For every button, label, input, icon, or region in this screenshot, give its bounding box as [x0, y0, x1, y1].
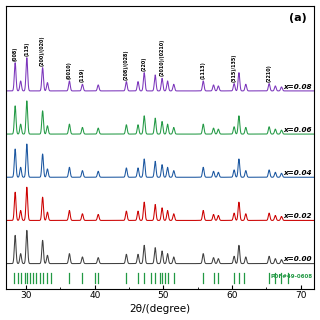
Text: x=0.04: x=0.04 — [283, 170, 312, 176]
Text: (208)/(028): (208)/(028) — [124, 49, 129, 80]
Text: (2010)/(0210): (2010)/(0210) — [160, 39, 164, 76]
Text: PDF#49-0608: PDF#49-0608 — [270, 274, 312, 279]
Text: (1113): (1113) — [201, 61, 206, 79]
Text: (2210): (2210) — [267, 64, 272, 82]
Text: x=0.06: x=0.06 — [283, 127, 312, 133]
Text: x=0.02: x=0.02 — [283, 213, 312, 219]
Text: (a): (a) — [289, 12, 307, 23]
Text: x=0.08: x=0.08 — [283, 84, 312, 90]
Text: (008): (008) — [13, 46, 18, 61]
Text: (119): (119) — [80, 68, 85, 82]
Text: (0010): (0010) — [67, 61, 72, 79]
Text: (115): (115) — [24, 41, 29, 56]
Text: (220): (220) — [142, 56, 147, 71]
X-axis label: 2θ/(degree): 2θ/(degree) — [129, 304, 191, 315]
Text: x=0.00: x=0.00 — [283, 256, 312, 262]
Text: (315)/135): (315)/135) — [232, 53, 236, 82]
Text: (200)/(020): (200)/(020) — [40, 35, 45, 66]
